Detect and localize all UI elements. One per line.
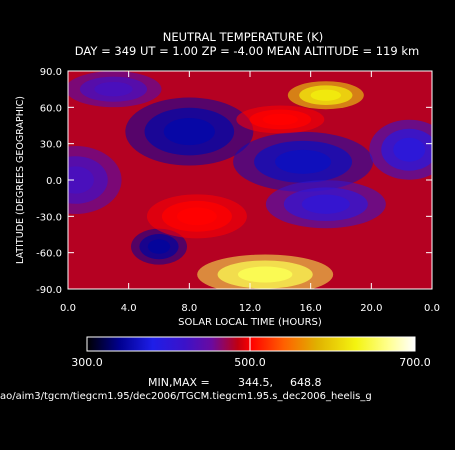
temperature-blob — [275, 149, 332, 174]
x-tick-label: 0.0 — [60, 303, 76, 314]
y-tick-label: -90.0 — [36, 285, 62, 296]
min-value: 344.5, — [238, 376, 273, 389]
colorbar-label-min: 300.0 — [71, 356, 103, 369]
colorbar — [86, 336, 416, 352]
temperature-blob — [68, 166, 94, 194]
colorbar-label-max: 700.0 — [399, 356, 431, 369]
temperature-blob — [310, 89, 342, 101]
temperature-blob — [147, 239, 171, 254]
y-tick-label: 60.0 — [40, 103, 62, 114]
x-tick-label: 20.0 — [360, 303, 382, 314]
y-tick-label: -60.0 — [36, 249, 62, 260]
x-tick-label: 8.0 — [181, 303, 197, 314]
y-axis-label: LATITUDE (DEGREES GEOGRAPHIC) — [15, 96, 26, 264]
temperature-blob — [237, 266, 293, 283]
temperature-blob — [94, 81, 133, 97]
x-tick-label: 12.0 — [239, 303, 261, 314]
temperature-blob — [176, 207, 217, 226]
chart-subtitle: DAY = 349 UT = 1.00 ZP = -4.00 MEAN ALTI… — [75, 44, 419, 58]
x-tick-label: 4.0 — [121, 303, 137, 314]
temperature-blob — [301, 194, 350, 214]
x-tick-label: 16.0 — [300, 303, 322, 314]
y-axis-ticks: 90.0 60.0 30.0 0.0 -30.0 -60.0 -90.0 — [36, 67, 432, 296]
temperature-blob — [163, 117, 215, 146]
y-tick-label: 90.0 — [40, 67, 62, 78]
x-axis-ticks: 0.0 4.0 8.0 12.0 16.0 20.0 0.0 — [60, 71, 440, 314]
colorbar-label-mid: 500.0 — [234, 356, 266, 369]
y-tick-label: 30.0 — [40, 140, 62, 151]
x-axis-label: SOLAR LOCAL TIME (HOURS) — [178, 317, 322, 328]
max-value: 648.8 — [290, 376, 322, 389]
temperature-field — [68, 71, 432, 289]
x-tick-label: 0.0 — [424, 303, 440, 314]
footer-file-path: ao/aim3/tgcm/tiegcm1.95/dec2006/TGCM.tie… — [0, 391, 372, 402]
y-tick-label: 0.0 — [46, 176, 62, 187]
y-tick-label: -30.0 — [36, 212, 62, 223]
temperature-blob — [393, 137, 426, 162]
temperature-blob — [262, 113, 298, 126]
chart-title: NEUTRAL TEMPERATURE (K) — [163, 30, 324, 44]
minmax-label: MIN,MAX = — [148, 376, 210, 389]
